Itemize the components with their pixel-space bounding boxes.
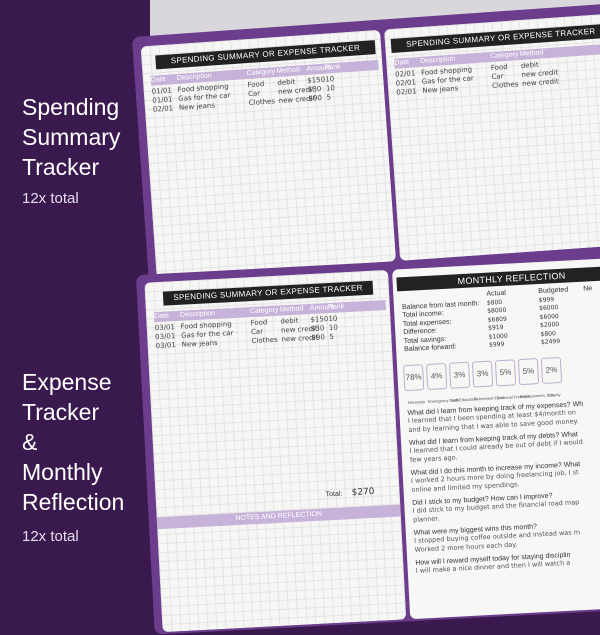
caption-line: Tracker (22, 399, 100, 425)
cell: new credit (278, 94, 316, 105)
caption-sub: 12x total (22, 190, 79, 207)
cell: new credit (281, 333, 319, 344)
cell: new credit (521, 77, 559, 88)
jar-percent: 3% (453, 369, 466, 380)
cell: 5 (326, 93, 332, 102)
caption-line: Tracker (22, 154, 100, 180)
notebook-bottom: SPENDING SUMMARY OR EXPENSE TRACKER Date… (135, 249, 600, 635)
page-monthly-reflection: MONTHLY REFLECTION Actual Budgeted Ne Bala… (391, 256, 600, 620)
actual-value: $999 (488, 340, 505, 349)
jar-icon: 3% (448, 361, 471, 389)
jar-percent: 5% (522, 366, 535, 376)
cell: 5 (329, 332, 335, 342)
col-date: Date (150, 75, 166, 84)
total-label: Total: (325, 490, 343, 499)
caption-sub: 12x total (22, 528, 79, 545)
cell: 02/01 (396, 87, 417, 97)
caption-line: Expense (22, 369, 112, 395)
cell: Clothes (251, 335, 278, 346)
col-date: Date (394, 58, 410, 67)
col-amount: Amount (306, 64, 331, 73)
jar-icon: 78% (402, 364, 425, 392)
col-amount: Amount (309, 303, 335, 313)
col-next: Ne (583, 285, 593, 293)
cell: $90 (308, 93, 323, 103)
page-spending-tracker-right: SPENDING SUMMARY OR EXPENSE TRACKER Date… (383, 12, 600, 261)
col-category: Category (249, 306, 279, 316)
reflection-summary: Actual Budgeted Ne Balance from last month… (401, 285, 595, 354)
cell: Clothes (248, 97, 276, 108)
col-category: Category (246, 68, 276, 78)
jar-percent: 3% (476, 368, 489, 379)
caption-expense-tracker: Expense Tracker & Monthly Reflection (22, 367, 124, 517)
notebook-top: SPENDING SUMMARY OR EXPENSE TRACKER Date… (131, 3, 600, 287)
jar-percent: 2% (545, 365, 558, 375)
page-spending-tracker: SPENDING SUMMARY OR EXPENSE TRACKER Date… (140, 29, 397, 278)
page-expense-tracker: SPENDING SUMMARY OR EXPENSE TRACKER Date… (144, 269, 407, 633)
cell: Clothes (491, 80, 519, 91)
reflection-questions: What did I learn from keeping track of m… (407, 389, 600, 575)
caption-line: Monthly (22, 459, 103, 485)
caption-spending-summary: Spending Summary Tracker (22, 92, 120, 182)
jar-percent: 78% (405, 372, 422, 383)
notes-header: NOTES AND REFLECTION (156, 504, 401, 530)
col-category: Category (489, 51, 519, 61)
col-method: Method (276, 66, 301, 76)
col-method: Method (519, 49, 544, 59)
caption-line: Reflection (22, 489, 125, 515)
jar-percent: 4% (430, 371, 443, 381)
cell: 03/01 (155, 341, 177, 351)
jar-icon: 2% (540, 356, 563, 384)
jar-icon: 5% (494, 359, 517, 387)
caption-line: Summary (22, 124, 121, 150)
col-method: Method (279, 305, 304, 314)
jar-icon: 3% (471, 360, 494, 388)
jar-percent: 5% (499, 367, 512, 378)
cell: 02/01 (152, 104, 174, 114)
jar-icon: 4% (425, 362, 448, 390)
caption-line: & (22, 429, 38, 455)
caption-line: Spending (22, 94, 120, 120)
col-rank: Rank (324, 63, 342, 72)
budgeted-value: $2499 (540, 337, 561, 346)
cell: $90 (311, 333, 326, 342)
total-value: $270 (351, 486, 375, 499)
jar-icon: 5% (517, 358, 540, 386)
col-date: Date (153, 312, 170, 321)
col-rank: Rank (327, 303, 345, 312)
